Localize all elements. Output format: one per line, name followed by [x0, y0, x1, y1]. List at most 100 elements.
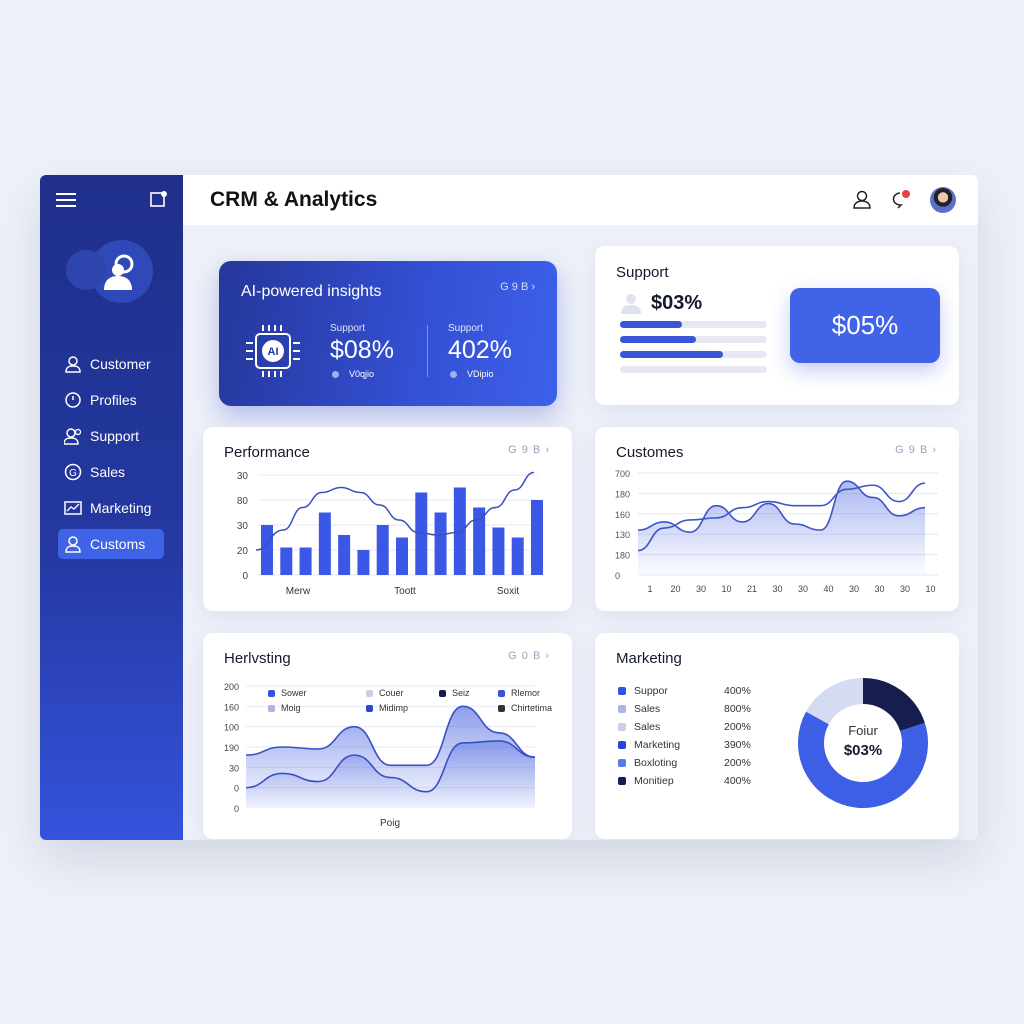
x-tick-label: Soxit [497, 586, 519, 597]
menu-icon[interactable] [56, 192, 76, 208]
x-tick-label: 30 [696, 584, 706, 594]
series-line [245, 740, 536, 793]
series-line [637, 480, 926, 533]
new-window-icon[interactable] [150, 190, 168, 208]
legend-item: Suppor 400% [618, 685, 758, 697]
sidebar-item-profiles[interactable]: Profiles [58, 385, 164, 415]
series-line [245, 705, 536, 767]
x-tick-label: 30 [900, 584, 910, 594]
sidebar-item-label: Marketing [90, 500, 152, 516]
y-tick-label: 190 [224, 743, 239, 753]
card-tools[interactable]: G 0 B › [508, 650, 550, 662]
x-tick-label: 30 [849, 584, 859, 594]
sidebar-item-label: Customs [90, 536, 146, 552]
sidebar-item-label: Sales [90, 464, 126, 480]
chart-icon [64, 501, 82, 515]
card-title: AI-powered insights [241, 283, 382, 300]
harvesting-chart: 0 0 30 190 100 160 200 Poig [224, 682, 536, 829]
x-tick-label: 40 [823, 584, 833, 594]
users-icon [64, 428, 82, 445]
y-tick-label: 0 [615, 571, 620, 581]
marketing-card: Marketing Suppor 400% Sales 800% Sales 200% Ma… [595, 633, 959, 839]
bar [280, 547, 293, 575]
sidebar-item-customs[interactable]: Customs [58, 529, 164, 559]
bar [261, 525, 273, 575]
legend-item: Chirtetima [498, 703, 552, 713]
card-tools[interactable]: G 9 B › [500, 281, 535, 293]
svg-text:G: G [69, 468, 77, 479]
y-tick-label: 30 [237, 471, 249, 482]
performance-card: Performance G 9 B › 0 20 30 80 30 Merw Toott So… [203, 427, 572, 611]
progress-bar [620, 351, 767, 358]
card-title: Customes [616, 444, 684, 461]
sidebar-item-support[interactable]: Support [58, 421, 164, 451]
legend-item: Marketing 390% [618, 739, 758, 751]
bar [415, 492, 428, 575]
user-icon[interactable] [852, 190, 872, 210]
legend-item: Rlemor [498, 688, 540, 698]
y-tick-label: 30 [229, 763, 239, 773]
y-tick-label: 0 [234, 784, 239, 794]
top-header: CRM & Analytics [183, 175, 978, 225]
ai-stat: Support $08% V0qjio [330, 323, 394, 379]
card-tools[interactable]: G 9 B › [508, 444, 550, 456]
customers-card: Customes G 9 B › 0 180 130 160 180 700 1 20 30 10… [595, 427, 959, 611]
x-tick-label: 30 [798, 584, 808, 594]
y-tick-label: 180 [615, 551, 630, 561]
y-tick-label: 200 [224, 682, 239, 692]
x-axis-label: Poig [380, 818, 400, 829]
chat-notification-icon[interactable] [890, 189, 912, 211]
x-tick-label: Merw [286, 586, 311, 597]
highlight-value-button[interactable]: $05% [790, 288, 940, 363]
bar [338, 535, 351, 575]
legend-item: Midimp [366, 703, 408, 713]
support-value: $03% [651, 292, 703, 314]
sidebar-item-marketing[interactable]: Marketing [58, 493, 164, 523]
bar [299, 547, 312, 575]
x-tick-label: Toott [394, 586, 416, 597]
bar [376, 525, 389, 575]
user-avatar[interactable] [930, 187, 956, 213]
bar [511, 537, 524, 575]
y-tick-label: 0 [242, 571, 248, 582]
series-area [638, 481, 925, 575]
legend-item: Sales 200% [618, 721, 758, 733]
card-title: Performance [224, 444, 310, 461]
y-tick-label: 80 [237, 496, 249, 507]
y-tick-label: 180 [615, 489, 630, 499]
ai-chip-icon: AI [246, 325, 300, 377]
sidebar-item-label: Customer [90, 356, 151, 372]
y-tick-label: 160 [224, 702, 239, 712]
customers-chart: 0 180 130 160 180 700 1 20 30 10 21 30 30 40 30 30 30 10 [615, 469, 938, 594]
x-tick-label: 21 [747, 584, 757, 594]
x-tick-label: 30 [772, 584, 782, 594]
donut-slice [798, 711, 928, 808]
performance-chart: 0 20 30 80 30 Merw Toott Soxit [237, 471, 543, 597]
coin-icon: G [64, 463, 82, 481]
progress-bar [620, 336, 767, 343]
page-title: CRM & Analytics [210, 188, 378, 211]
card-tools[interactable]: G 9 B › [895, 444, 937, 456]
x-tick-label: 1 [647, 584, 652, 594]
progress-bar [620, 321, 767, 328]
legend-item: Sales 800% [618, 703, 758, 715]
ai-stat: Support 402% VDipio [448, 323, 512, 379]
legend-item: Monitiep 400% [618, 775, 758, 787]
sidebar-item-sales[interactable]: G Sales [58, 457, 164, 487]
x-tick-label: 20 [670, 584, 680, 594]
bar [396, 537, 408, 575]
card-title: Support [616, 264, 669, 281]
sidebar-item-label: Support [90, 428, 140, 444]
legend-item: Moig [268, 703, 301, 713]
bar [531, 500, 543, 575]
trend-line [255, 471, 535, 551]
y-tick-label: 700 [615, 469, 630, 479]
bar [473, 507, 486, 575]
marketing-donut-chart [798, 678, 928, 808]
clock-icon [65, 392, 81, 408]
y-tick-label: 30 [237, 521, 249, 532]
sidebar-item-customer[interactable]: Customer [58, 349, 164, 379]
y-tick-label: 0 [234, 804, 239, 814]
profile-avatar[interactable] [66, 240, 153, 303]
y-tick-label: 130 [615, 530, 630, 540]
